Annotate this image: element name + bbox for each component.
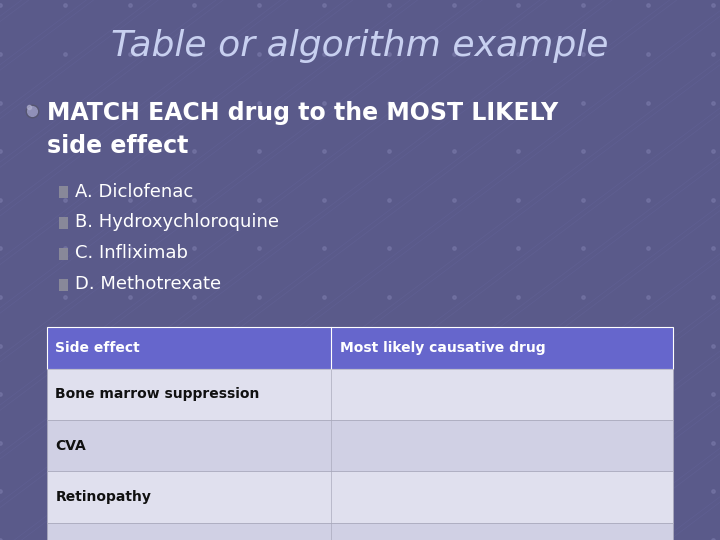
Bar — [59, 217, 68, 229]
Bar — [47, 369, 673, 420]
Bar — [47, 471, 673, 523]
Text: Bone marrow suppression: Bone marrow suppression — [55, 388, 260, 401]
Text: side effect: side effect — [47, 134, 188, 158]
Bar — [47, 523, 673, 540]
Text: Table or algorithm example: Table or algorithm example — [112, 29, 608, 63]
Text: Side effect: Side effect — [55, 341, 140, 355]
Bar — [47, 420, 673, 471]
Bar — [59, 186, 68, 198]
Text: CVA: CVA — [55, 439, 86, 453]
Text: A. Diclofenac: A. Diclofenac — [75, 183, 193, 201]
Bar — [59, 279, 68, 291]
Text: Retinopathy: Retinopathy — [55, 490, 151, 504]
Text: Most likely causative drug: Most likely causative drug — [340, 341, 546, 355]
Bar — [59, 248, 68, 260]
Text: B. Hydroxychloroquine: B. Hydroxychloroquine — [75, 213, 279, 232]
Bar — [47, 327, 673, 369]
Text: C. Infliximab: C. Infliximab — [75, 244, 188, 262]
Text: D. Methotrexate: D. Methotrexate — [75, 275, 221, 293]
Text: MATCH EACH drug to the MOST LIKELY: MATCH EACH drug to the MOST LIKELY — [47, 102, 558, 125]
